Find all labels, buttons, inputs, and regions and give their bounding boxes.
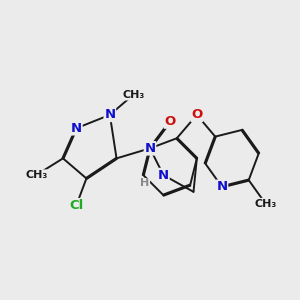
Text: CH₃: CH₃ (25, 170, 47, 180)
Text: O: O (191, 108, 202, 122)
Text: N: N (216, 180, 227, 193)
Text: N: N (158, 169, 169, 182)
Text: N: N (71, 122, 82, 135)
Text: N: N (144, 142, 156, 155)
Text: CH₃: CH₃ (254, 199, 277, 208)
Text: O: O (164, 115, 176, 128)
Text: H: H (140, 178, 150, 188)
Text: CH₃: CH₃ (122, 90, 144, 100)
Text: N: N (104, 108, 116, 122)
Text: Cl: Cl (69, 199, 83, 212)
